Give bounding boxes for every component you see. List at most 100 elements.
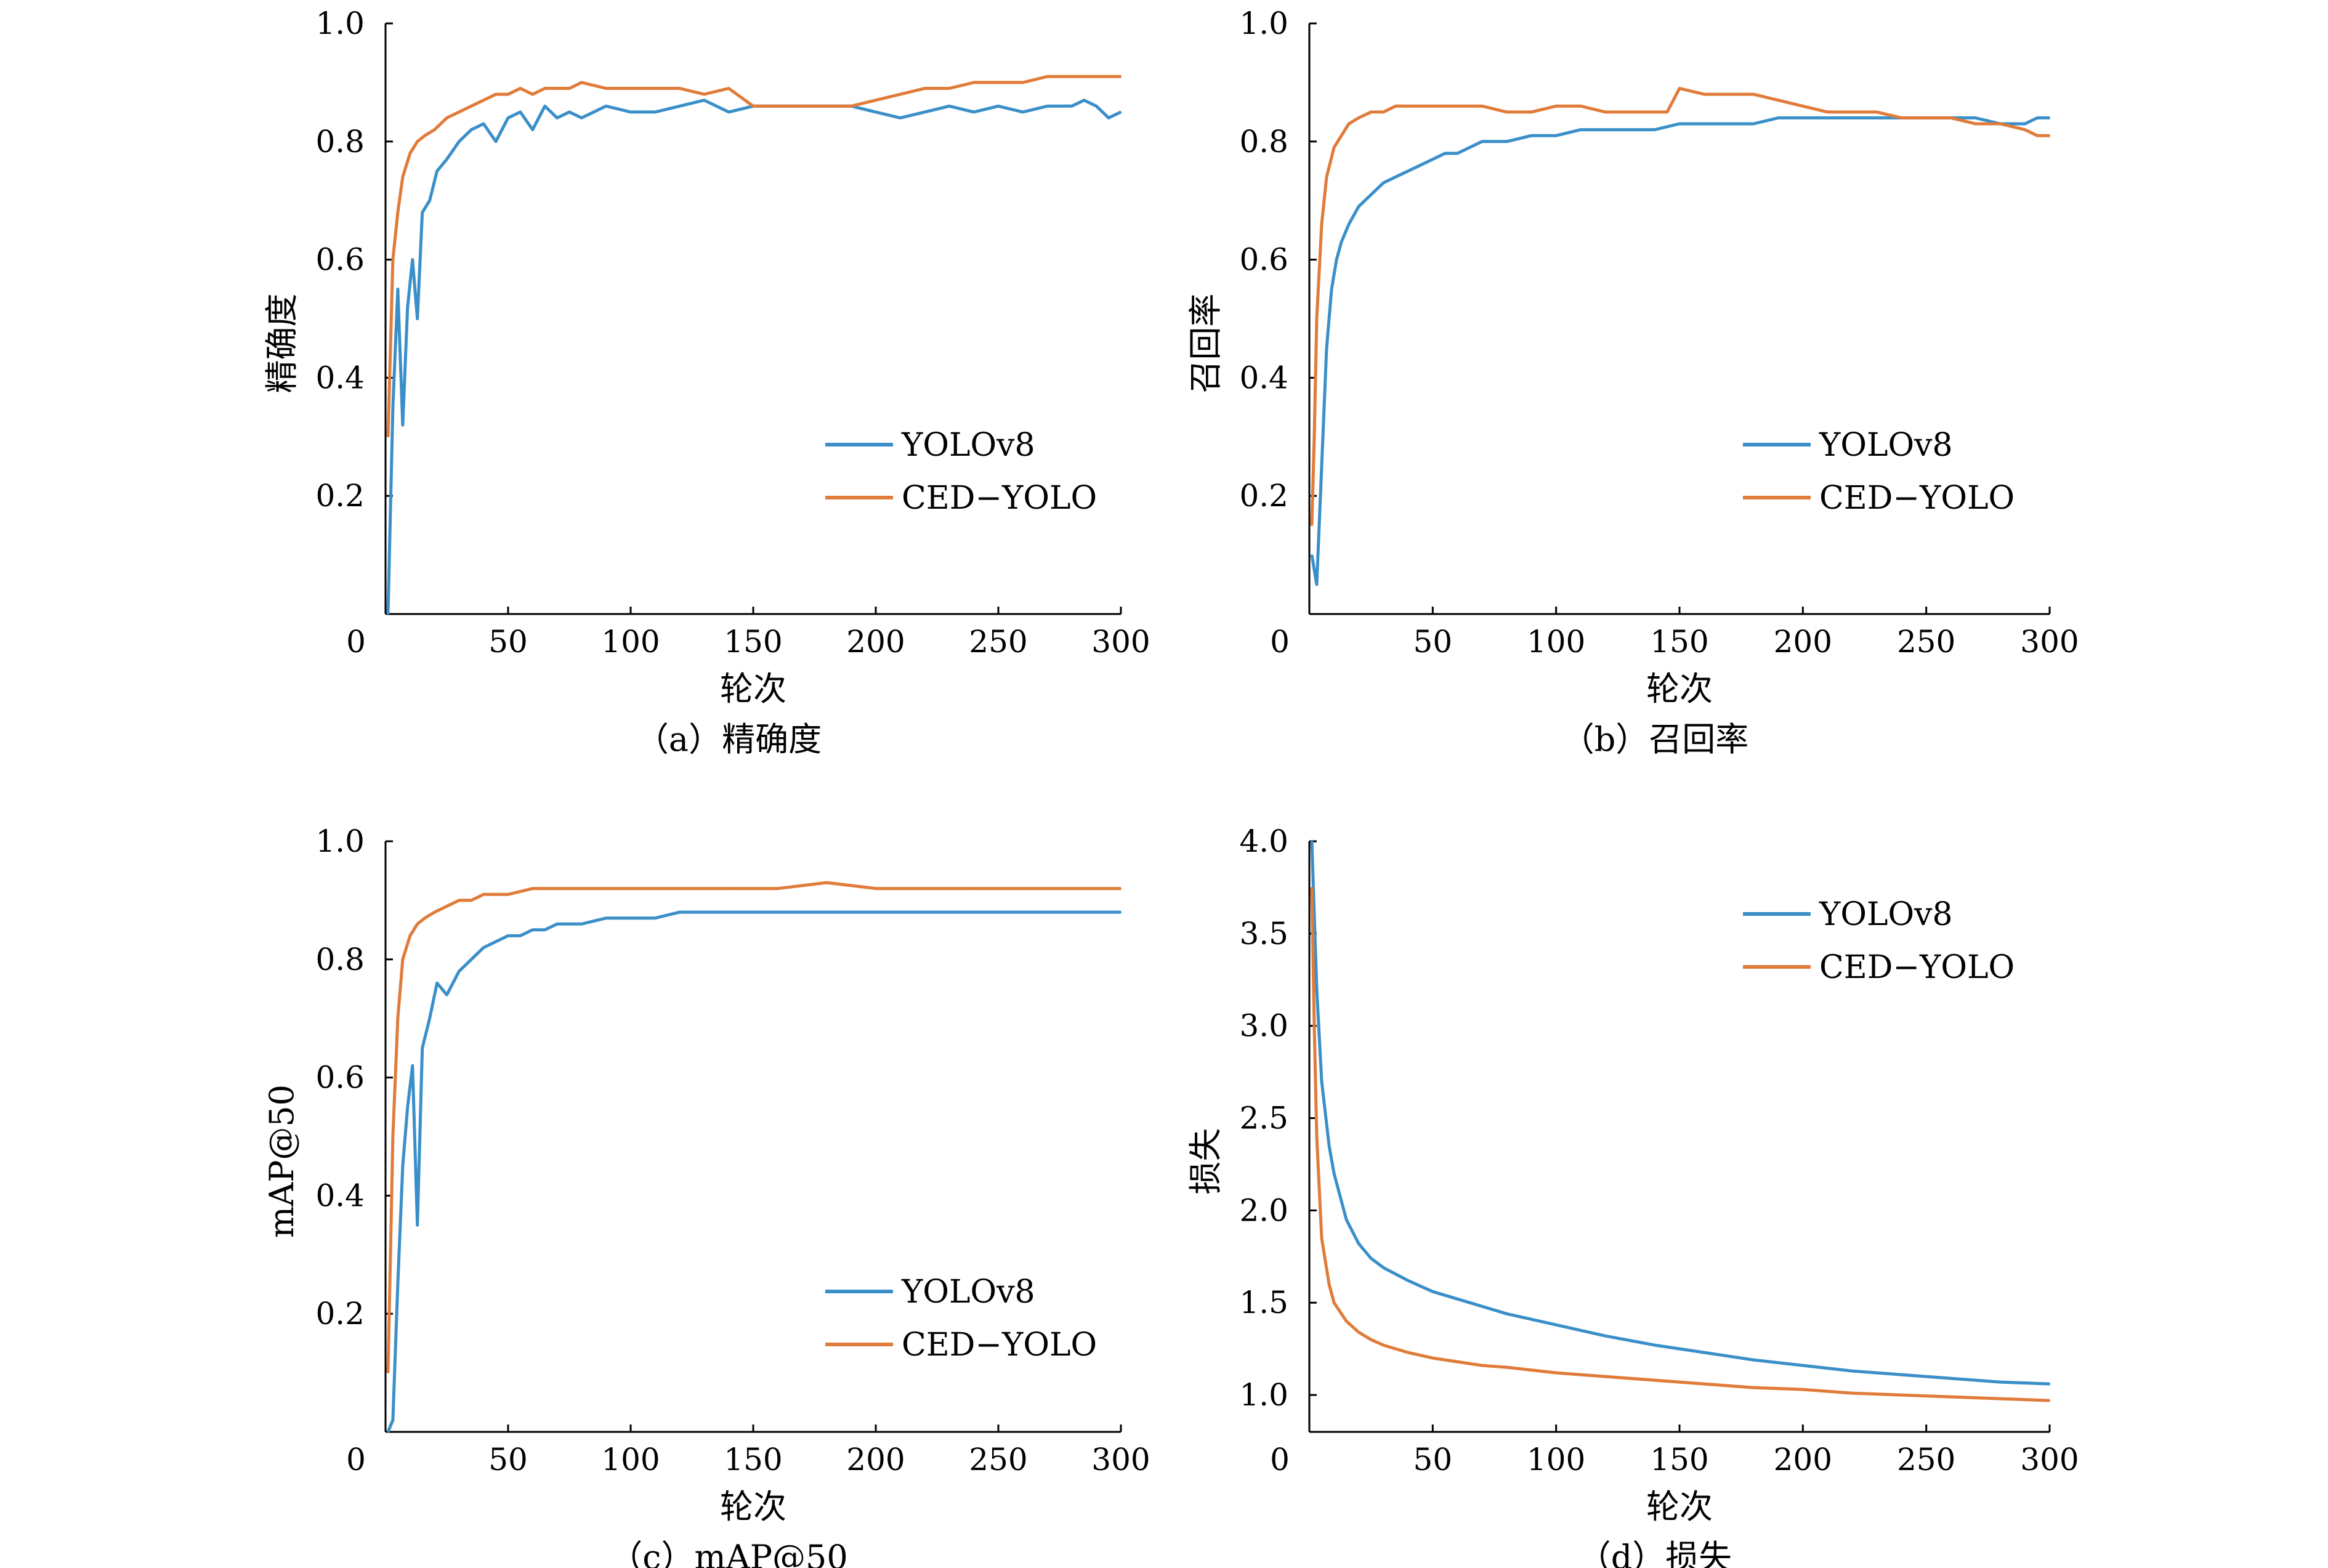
data-point [777,105,779,107]
data-point [392,406,394,408]
data-point [1395,176,1397,178]
y-tick-label: 0.4 [315,1178,365,1213]
data-point [1096,911,1097,913]
data-point [519,935,522,937]
data-point [1383,111,1384,113]
data-point [556,887,558,889]
data-point [1530,1319,1532,1320]
data-point [1802,1364,1804,1367]
data-point [1120,76,1122,78]
y-tick-label: 0.8 [315,942,365,977]
data-point [1753,1359,1755,1361]
data-point [458,970,460,972]
x-tick-label: 150 [724,624,782,660]
data-point [1407,1351,1409,1354]
x-tick-label: 150 [1650,1442,1708,1477]
data-point [406,1106,408,1108]
data-point [605,87,607,89]
data-point [1383,1344,1384,1346]
data-point [1022,111,1024,113]
data-point [826,911,828,913]
data-point [2048,1383,2051,1385]
data-point [875,99,877,101]
x-tick-label: 0 [346,624,366,660]
data-point [387,613,389,615]
data-point [679,911,681,913]
x-tick-label: 150 [1650,624,1708,660]
x-tick-label: 250 [1897,1442,1955,1477]
legend: YOLOv8 CED−YOLO [1743,427,2015,517]
data-point [1311,840,1313,843]
data-point [1370,1258,1372,1259]
data-point [1457,152,1458,155]
data-point [471,105,472,107]
data-point [1604,129,1606,131]
data-point [581,923,583,925]
y-tick-label: 1.5 [1239,1285,1288,1320]
data-point [1974,117,1976,119]
data-point [752,911,754,913]
y-tick-label: 4.0 [1239,823,1288,859]
data-point [924,911,926,913]
data-point [1802,105,1804,107]
x-axis-title: 轮次 [720,1487,786,1526]
data-point [1320,223,1323,225]
data-point [1802,1388,1804,1391]
data-point [2011,123,2014,125]
data-point [654,111,657,113]
data-point [495,93,497,95]
legend-label: CED−YOLO [1819,480,2015,517]
data-point [387,436,389,438]
data-point [495,940,497,943]
data-point [973,81,975,84]
data-point [1333,147,1335,148]
data-point [402,958,404,961]
data-point [1096,76,1097,78]
data-point [629,111,632,113]
data-point [409,935,411,937]
data-point [1580,1330,1582,1332]
data-point [1320,1080,1323,1082]
x-tick-label: 100 [601,1442,660,1477]
data-point [1678,87,1681,89]
data-point [2036,135,2039,137]
data-point [875,887,877,889]
data-point [1974,123,1976,125]
y-tick-label: 1.0 [1239,1377,1288,1413]
data-point [471,899,472,902]
data-point [1420,164,1421,166]
data-point [1950,1396,1952,1398]
data-point [851,105,852,107]
data-point [507,935,509,937]
data-point [924,111,926,113]
data-point [2024,123,2026,125]
series-line-yolov8 [386,910,1121,1433]
data-point [1802,117,1804,119]
data-point [1335,259,1338,261]
x-tick-label: 300 [2020,1442,2079,1477]
data-point [1876,117,1878,119]
data-point [446,117,448,119]
x-tick-label: 150 [724,1442,782,1477]
data-point [997,105,1000,107]
x-tick-label: 100 [1527,624,1585,660]
data-point [654,87,657,89]
y-axis-title: 精确度 [262,294,301,394]
data-point [531,93,533,95]
data-point [1330,288,1333,290]
data-point [777,887,779,889]
data-point [1107,117,1110,119]
data-point [924,87,926,89]
data-point [1340,135,1343,137]
data-point [429,1017,430,1019]
data-point [1457,1360,1458,1363]
data-point [1320,466,1323,467]
data-point [458,899,460,902]
data-point [402,424,404,426]
data-point [531,887,533,889]
legend-label: CED−YOLO [902,1327,1097,1364]
data-point [973,111,975,113]
data-point [471,129,472,131]
chart-panel-1: 0 50 100 150 200 250 300 0.2 0.4 0.6 0.8 1.0 轮次 精确度 （a… [262,6,1150,759]
data-point [458,111,460,113]
